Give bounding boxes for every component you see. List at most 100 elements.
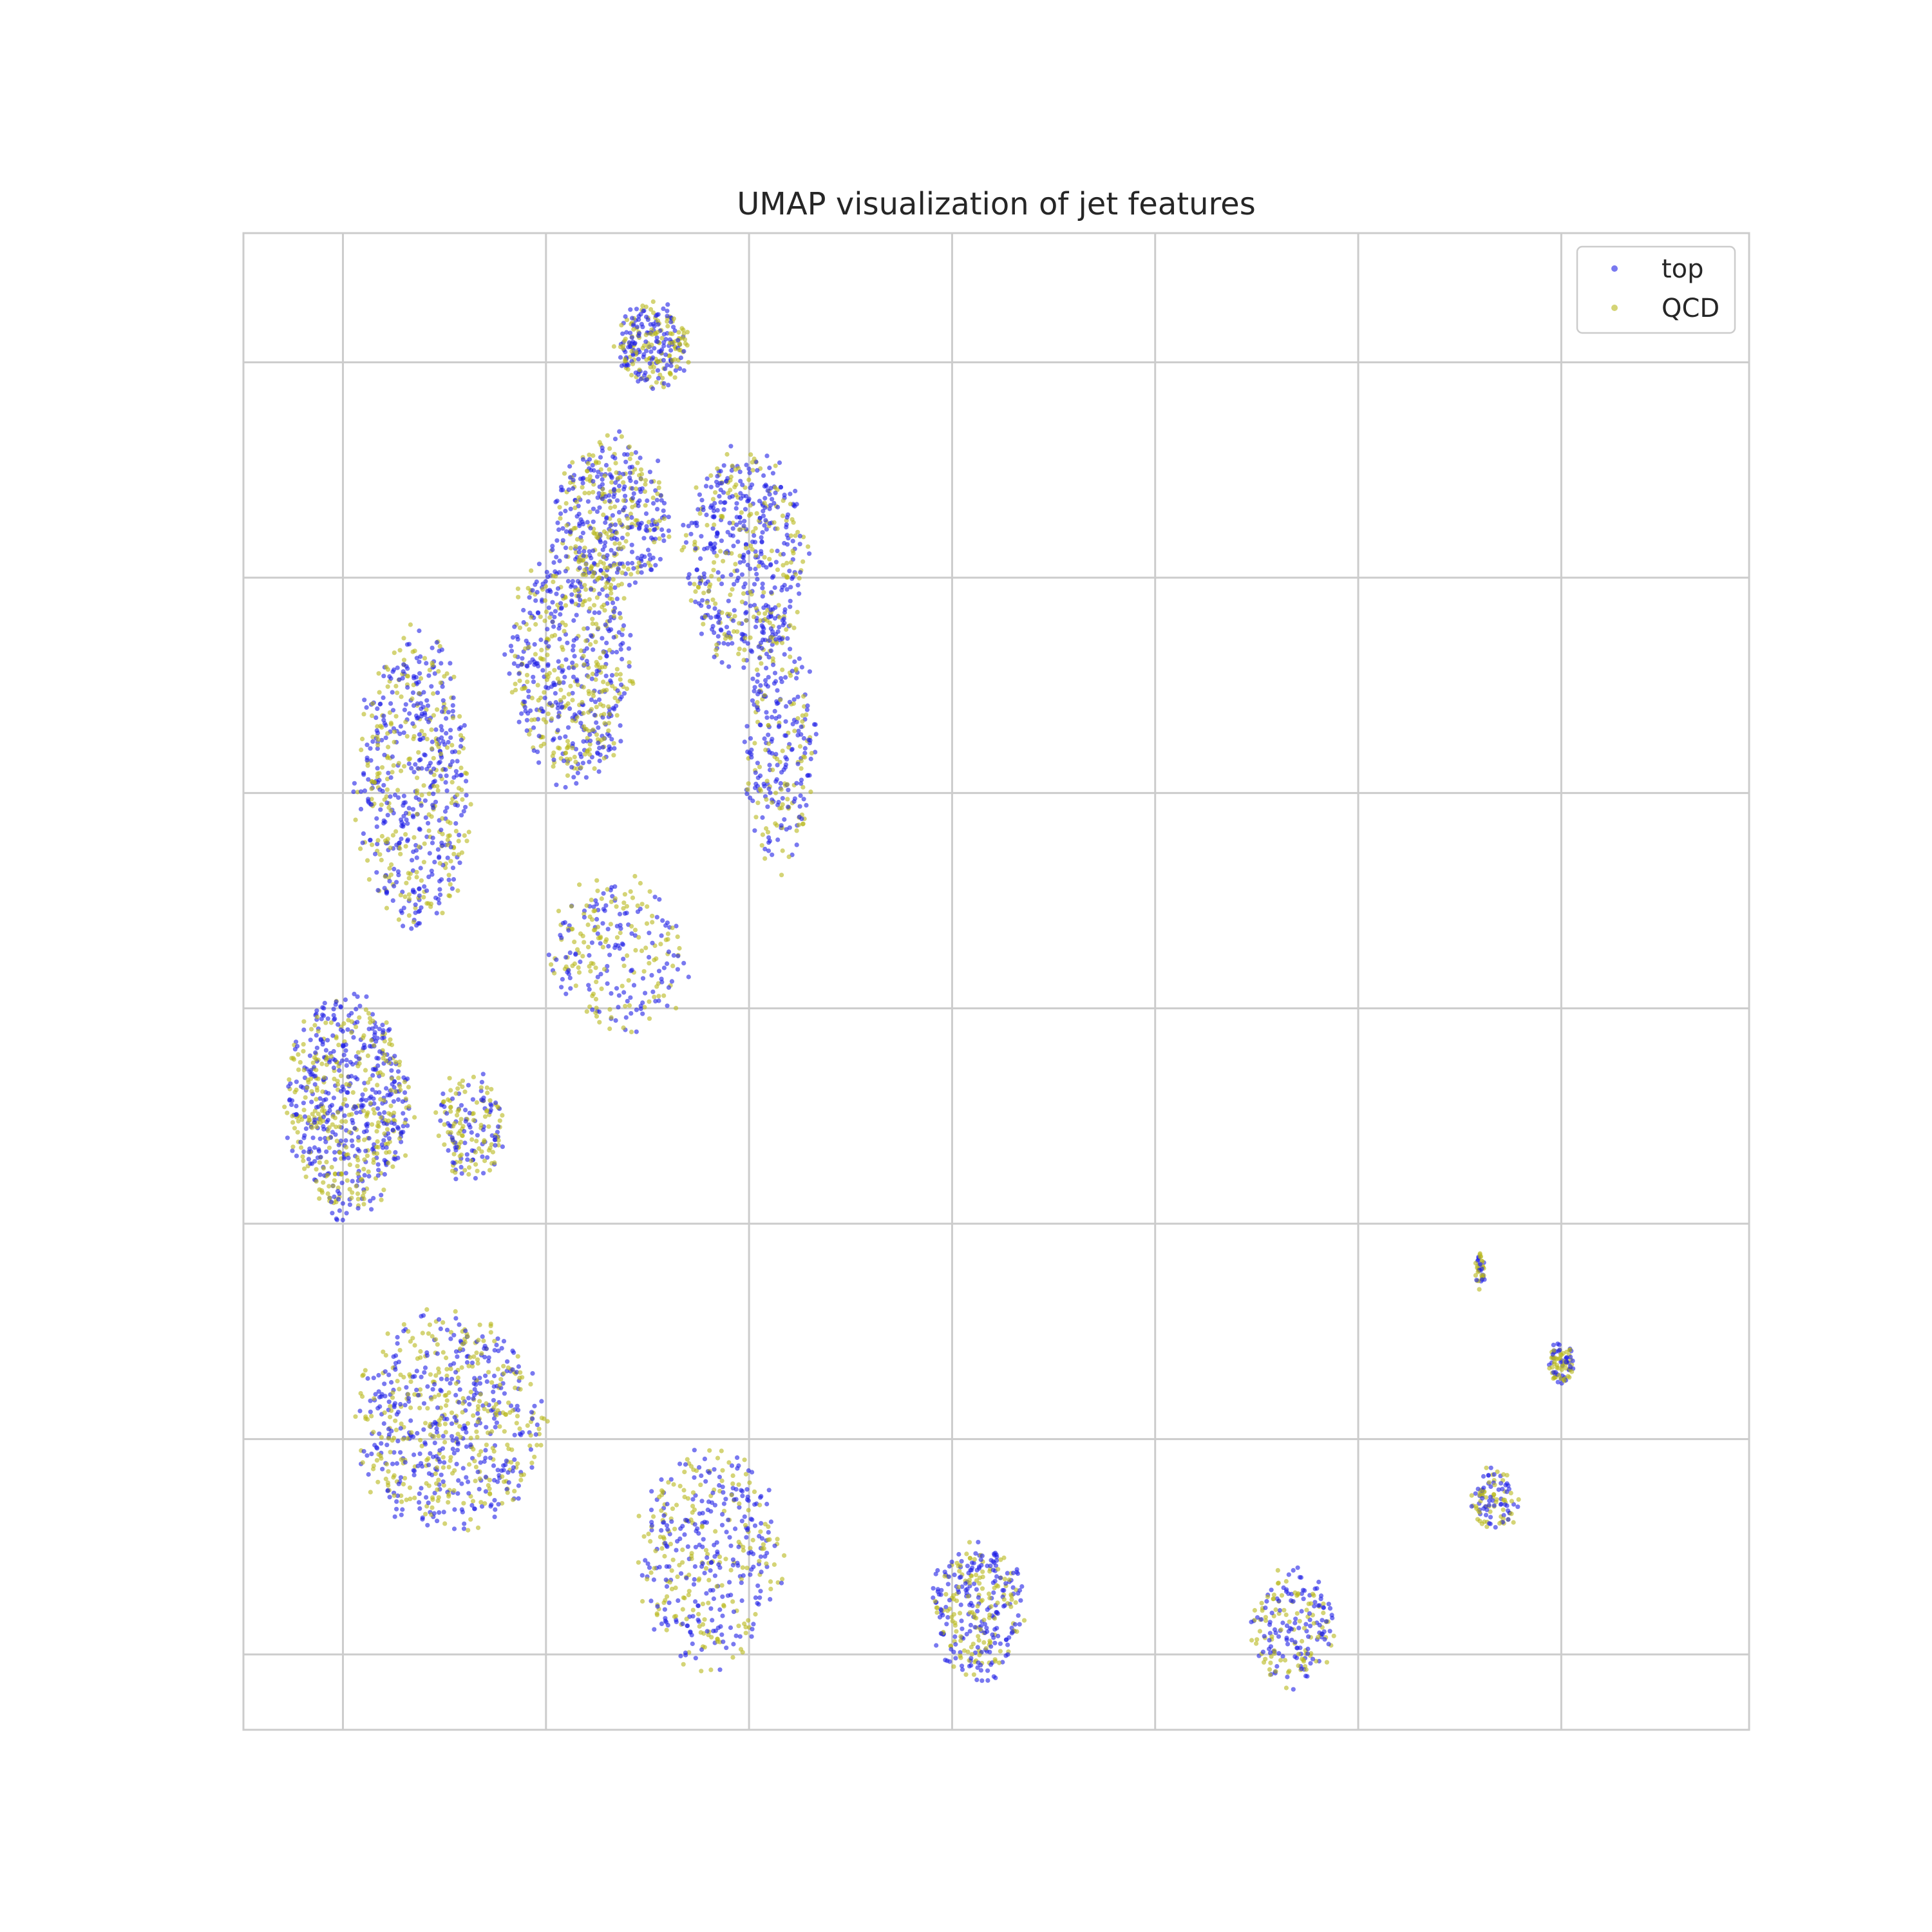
point-qcd	[365, 1417, 370, 1422]
point-qcd	[625, 366, 630, 372]
point-top	[516, 671, 522, 676]
point-qcd	[330, 1114, 336, 1119]
point-top	[426, 673, 431, 678]
point-top	[331, 1065, 337, 1070]
point-top	[382, 1110, 387, 1115]
point-qcd	[733, 562, 738, 567]
point-qcd	[486, 1482, 491, 1488]
point-qcd	[594, 595, 600, 600]
point-qcd	[386, 1482, 391, 1488]
point-qcd	[779, 787, 784, 792]
point-top	[427, 851, 432, 856]
point-qcd	[303, 1174, 308, 1179]
point-qcd	[743, 1522, 748, 1528]
point-top	[467, 1110, 472, 1115]
point-top	[766, 835, 772, 840]
point-top	[766, 848, 772, 853]
point-top	[644, 377, 649, 382]
point-qcd	[578, 765, 583, 770]
point-top	[777, 714, 782, 719]
point-qcd	[585, 922, 591, 927]
point-top	[553, 691, 558, 696]
point-top	[554, 554, 559, 560]
point-top	[797, 656, 802, 661]
point-qcd	[769, 548, 774, 554]
point-top	[373, 1392, 378, 1397]
point-qcd	[745, 787, 750, 792]
point-top	[555, 586, 561, 591]
point-top	[463, 1328, 468, 1334]
point-qcd	[625, 525, 630, 530]
point-top	[388, 794, 393, 799]
point-top	[735, 568, 740, 573]
point-top	[665, 920, 670, 925]
point-top	[494, 1420, 500, 1425]
point-qcd	[525, 1423, 530, 1428]
point-top	[617, 911, 623, 916]
point-qcd	[726, 634, 731, 639]
point-top	[308, 1037, 313, 1043]
point-top	[638, 1006, 643, 1012]
point-qcd	[640, 303, 645, 308]
point-qcd	[442, 1142, 447, 1147]
point-qcd	[615, 699, 621, 704]
point-qcd	[492, 1160, 497, 1165]
point-qcd	[575, 947, 580, 952]
point-qcd	[415, 811, 420, 817]
point-top	[616, 1005, 621, 1010]
point-qcd	[659, 1508, 664, 1513]
point-qcd	[361, 1108, 366, 1113]
point-qcd	[363, 1087, 368, 1092]
point-top	[312, 1120, 317, 1125]
point-qcd	[448, 882, 453, 887]
point-top	[564, 954, 569, 960]
point-qcd	[779, 640, 785, 645]
point-top	[718, 627, 723, 632]
point-qcd	[746, 781, 751, 786]
point-qcd	[639, 902, 645, 907]
point-top	[400, 1099, 405, 1104]
point-qcd	[325, 1191, 330, 1197]
point-qcd	[668, 1542, 673, 1547]
point-top	[755, 775, 761, 781]
point-qcd	[706, 1600, 711, 1605]
point-top	[666, 985, 672, 990]
point-qcd	[604, 581, 609, 586]
point-top	[705, 545, 710, 551]
point-qcd	[366, 1169, 371, 1174]
point-top	[549, 611, 554, 616]
point-top	[350, 1117, 355, 1122]
point-top	[556, 714, 561, 719]
point-top	[616, 566, 621, 571]
point-top	[634, 480, 639, 485]
point-qcd	[650, 495, 656, 500]
point-qcd	[365, 763, 370, 768]
point-top	[433, 727, 439, 732]
point-qcd	[533, 621, 538, 627]
point-top	[596, 769, 601, 774]
point-qcd	[603, 939, 608, 944]
point-top	[512, 1432, 517, 1437]
point-qcd	[341, 1021, 346, 1026]
point-top	[770, 737, 775, 742]
point-top	[418, 654, 423, 659]
point-top	[649, 1528, 654, 1533]
point-qcd	[496, 1142, 501, 1148]
point-top	[788, 598, 793, 603]
point-qcd	[593, 965, 598, 971]
point-top	[694, 567, 699, 573]
point-qcd	[594, 621, 599, 627]
point-top	[453, 1316, 459, 1321]
point-top	[528, 1447, 534, 1452]
point-qcd	[378, 1115, 384, 1120]
point-top	[422, 710, 428, 715]
point-top	[399, 817, 404, 822]
point-top	[567, 464, 573, 469]
point-qcd	[614, 667, 620, 672]
point-top	[620, 941, 625, 947]
point-qcd	[764, 1561, 769, 1566]
point-top	[589, 940, 595, 945]
point-top	[754, 571, 759, 577]
point-top	[654, 914, 659, 920]
point-top	[744, 1535, 749, 1540]
